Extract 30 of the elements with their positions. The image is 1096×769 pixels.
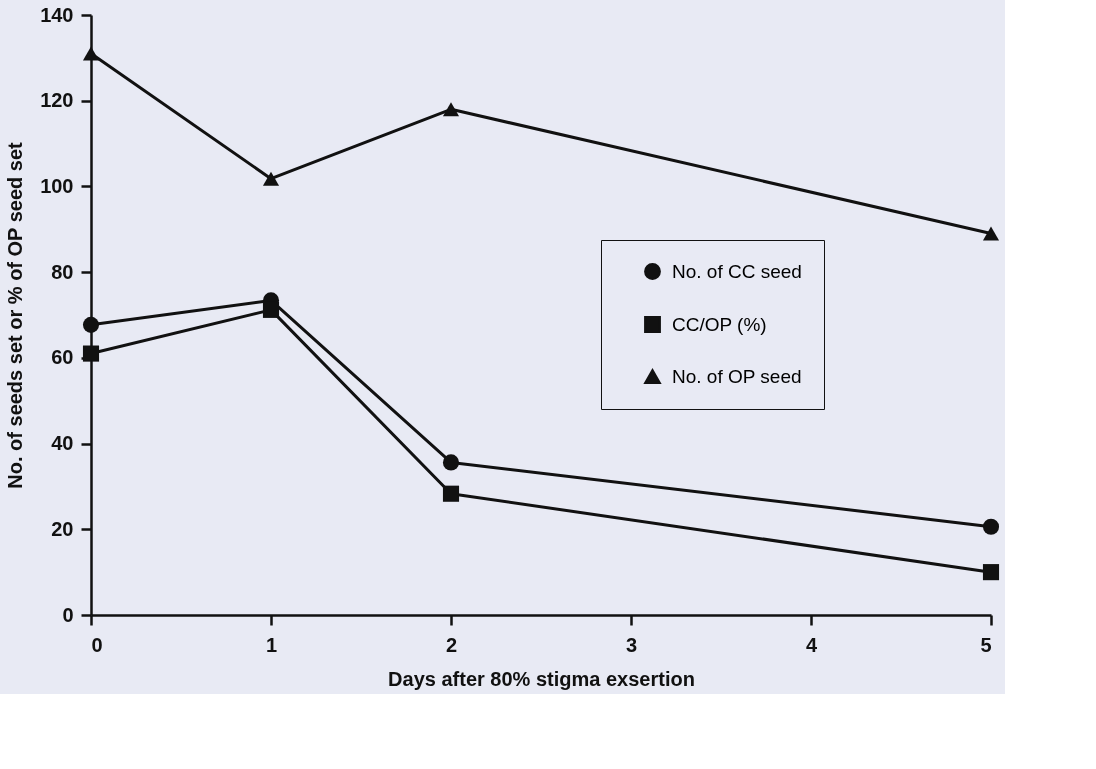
x-tick-label: 4 bbox=[805, 633, 818, 656]
y-tick-label: 80 bbox=[51, 260, 74, 283]
point bbox=[262, 171, 280, 186]
point bbox=[262, 301, 280, 318]
point bbox=[982, 226, 1000, 241]
point bbox=[82, 316, 100, 333]
point bbox=[982, 518, 1000, 535]
point bbox=[442, 102, 460, 117]
y-axis-title: No. of seeds set or % of OP seed set bbox=[4, 141, 27, 489]
x-tick-label: 1 bbox=[265, 633, 278, 656]
legend-label: No. of CC seed bbox=[672, 260, 802, 282]
legend-label: No. of OP seed bbox=[672, 365, 802, 387]
x-axis-title: Days after 80% stigma exsertion bbox=[388, 667, 695, 690]
x-tick-label: 0 bbox=[91, 633, 103, 656]
y-tick-label: 100 bbox=[40, 174, 74, 197]
legend-label: CC/OP (%) bbox=[672, 313, 767, 335]
point bbox=[442, 454, 460, 471]
x-tick-label: 2 bbox=[445, 633, 458, 656]
point bbox=[982, 564, 1000, 581]
y-tick-label: 20 bbox=[51, 517, 74, 540]
y-tick-label: 0 bbox=[62, 603, 74, 626]
point bbox=[82, 345, 100, 362]
y-tick-label: 140 bbox=[40, 3, 74, 26]
y-tick-label: 60 bbox=[51, 346, 74, 369]
y-tick-label: 40 bbox=[51, 432, 74, 455]
x-tick-label: 5 bbox=[980, 633, 992, 656]
y-tick-label: 120 bbox=[40, 89, 74, 112]
point bbox=[442, 485, 460, 502]
x-tick-label: 3 bbox=[625, 633, 638, 656]
point bbox=[82, 46, 100, 61]
